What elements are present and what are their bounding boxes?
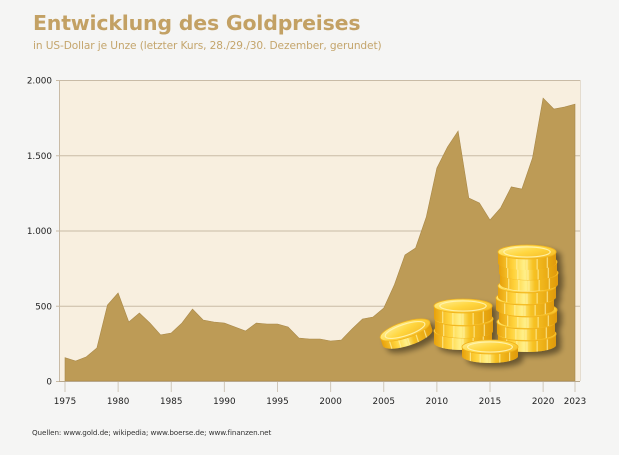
y-tick-label: 500 [35, 302, 52, 312]
coin-icon [379, 318, 433, 349]
svg-text:1.500: 1.500 [27, 152, 53, 162]
svg-text:1995: 1995 [266, 397, 288, 407]
coin-icon [461, 339, 519, 363]
gold-coins-illustration [379, 244, 559, 363]
x-tick-label: 1980 [107, 397, 130, 407]
y-tick-label: 1.500 [27, 152, 53, 162]
svg-text:2023: 2023 [564, 397, 586, 407]
svg-text:1990: 1990 [213, 397, 236, 407]
x-tick-label: 2005 [373, 397, 395, 407]
x-tick-label: 2020 [532, 397, 555, 407]
chart-title: Entwicklung des Goldpreises [33, 11, 361, 35]
svg-text:2020: 2020 [532, 397, 555, 407]
svg-text:1985: 1985 [160, 397, 182, 407]
svg-text:2000: 2000 [319, 397, 342, 407]
y-tick-label: 2.000 [27, 77, 53, 87]
x-tick-label: 1990 [213, 397, 236, 407]
y-tick-label: 0 [46, 378, 52, 388]
svg-text:1980: 1980 [107, 397, 130, 407]
svg-text:1.000: 1.000 [27, 227, 53, 237]
y-axis: 0 500 1.000 1.500 2.000 [27, 77, 53, 388]
y-tick-label: 1.000 [27, 227, 53, 237]
svg-text:2.000: 2.000 [27, 77, 53, 87]
x-axis: 1975 1980 1985 1990 1995 2000 2005 2010 2015 2020… [54, 381, 586, 407]
x-tick-label: 2000 [319, 397, 342, 407]
svg-text:1975: 1975 [54, 397, 76, 407]
svg-text:2010: 2010 [426, 397, 449, 407]
x-tick-label: 1985 [160, 397, 182, 407]
x-tick-label: 1975 [54, 397, 76, 407]
x-tick-label: 1995 [266, 397, 288, 407]
x-tick-label: 2015 [479, 397, 501, 407]
x-tick-label: 2023 [564, 397, 586, 407]
chart-subtitle: in US-Dollar je Unze (letzter Kurs, 28./… [33, 40, 382, 52]
svg-text:0: 0 [46, 378, 52, 388]
svg-text:2005: 2005 [373, 397, 395, 407]
coin-icon [497, 244, 557, 270]
svg-text:2015: 2015 [479, 397, 501, 407]
x-tick-label: 2010 [426, 397, 449, 407]
svg-text:500: 500 [35, 302, 52, 312]
source-note: Quellen: www.gold.de; wikipedia; www.boe… [32, 428, 272, 437]
coin-icon [433, 298, 493, 325]
